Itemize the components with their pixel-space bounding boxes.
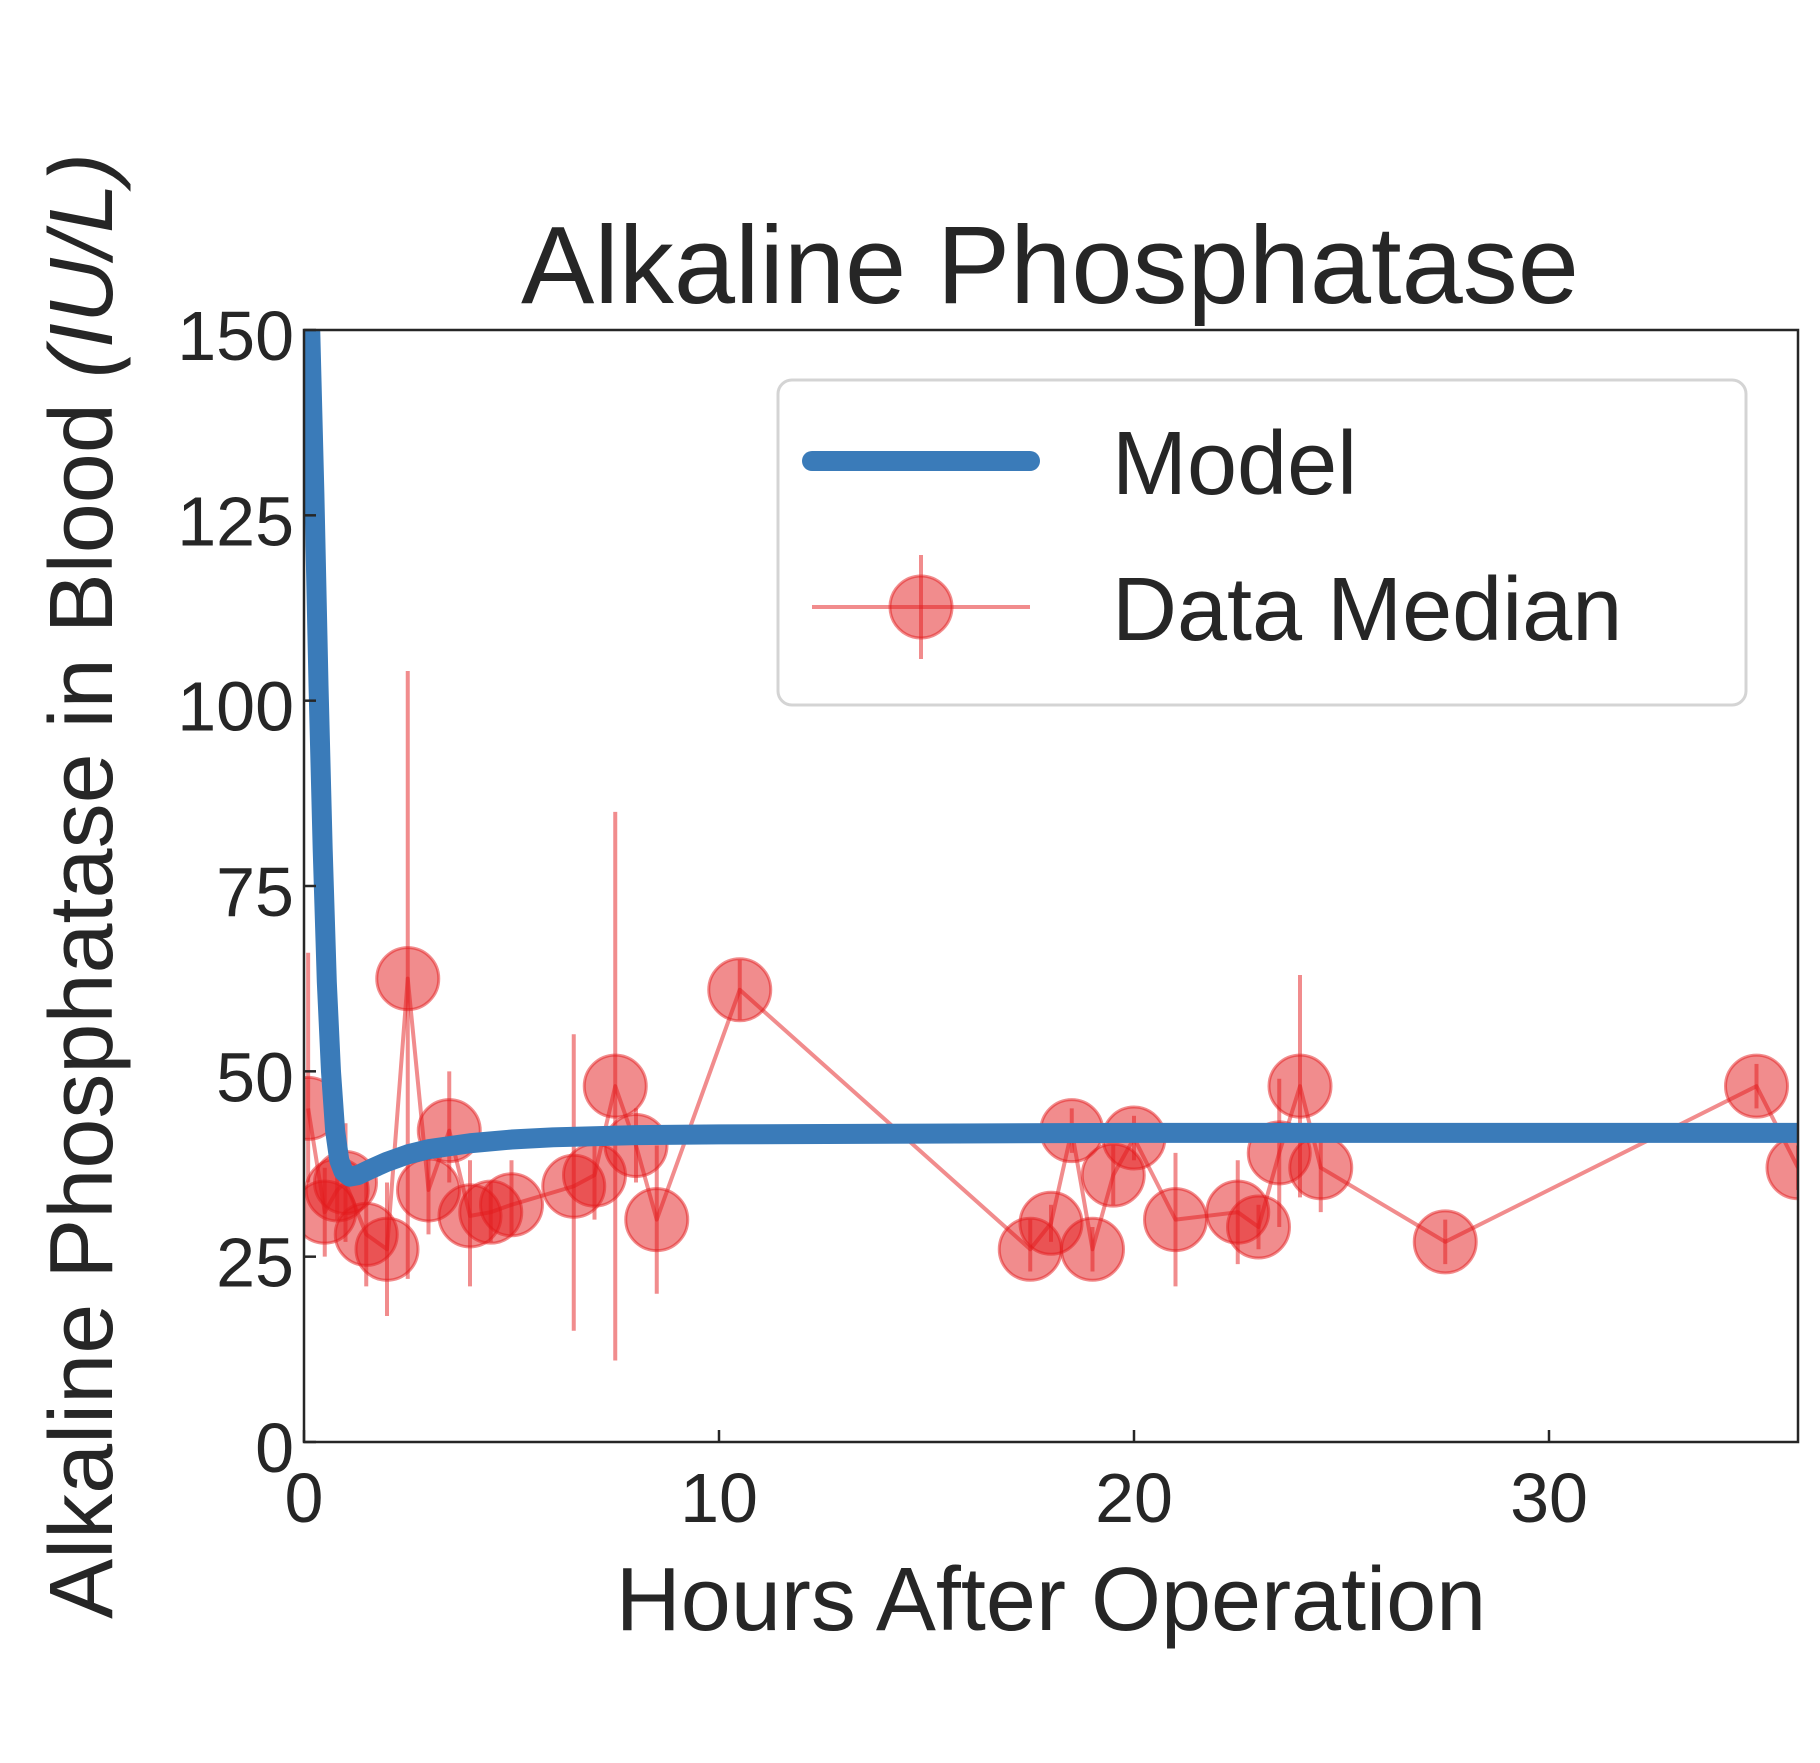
chart-title: Alkaline Phosphatase — [521, 204, 1579, 327]
legend-data-swatch-marker — [888, 574, 954, 640]
data-median-point-15 — [582, 1053, 648, 1119]
y-tick-label-125: 125 — [177, 482, 294, 560]
data-median-point-32 — [1724, 1053, 1789, 1119]
data-median-point-33 — [1765, 1135, 1798, 1201]
legend-data-label: Data Median — [1112, 560, 1622, 660]
data-median-point-18 — [707, 957, 773, 1023]
data-median-point-30 — [1288, 1135, 1354, 1201]
legend: Model Data Median — [776, 378, 1748, 707]
x-tick-label-10: 10 — [680, 1459, 758, 1537]
legend-model-label: Model — [1112, 414, 1357, 514]
x-tick-label-0: 0 — [285, 1459, 324, 1537]
data-median-point-27 — [1226, 1194, 1291, 1260]
data-median-point-31 — [1412, 1209, 1478, 1275]
data-median-point-12 — [479, 1172, 544, 1238]
x-tick-label-30: 30 — [1510, 1459, 1588, 1537]
x-axis-label: Hours After Operation — [616, 1550, 1486, 1650]
y-tick-label-0: 0 — [255, 1409, 294, 1487]
y-tick-label-75: 75 — [216, 853, 294, 931]
y-axis-label-main: Alkaline Phosphatase in Blood — [32, 378, 132, 1619]
axis-ticks: 0 25 50 75 100 125 150 0 10 20 30 — [177, 297, 1588, 1537]
data-layer — [304, 330, 1798, 1361]
model-line — [304, 330, 1798, 1187]
y-axis-label: Alkaline Phosphatase in Blood (IU/L) — [32, 153, 132, 1619]
data-median-point-25 — [1143, 1187, 1208, 1253]
x-tick-label-20: 20 — [1095, 1459, 1173, 1537]
y-tick-label-25: 25 — [216, 1224, 294, 1302]
data-median-point-29 — [1267, 1053, 1333, 1119]
y-tick-label-100: 100 — [177, 668, 294, 746]
y-tick-label-50: 50 — [216, 1038, 294, 1116]
y-axis-label-unit: (IU/L) — [32, 153, 132, 378]
y-tick-label-150: 150 — [177, 297, 294, 375]
data-median-point-7 — [375, 946, 441, 1012]
data-median-point-22 — [1060, 1216, 1125, 1282]
data-median-point-6 — [354, 1216, 420, 1282]
data-median-point-17 — [624, 1187, 690, 1253]
